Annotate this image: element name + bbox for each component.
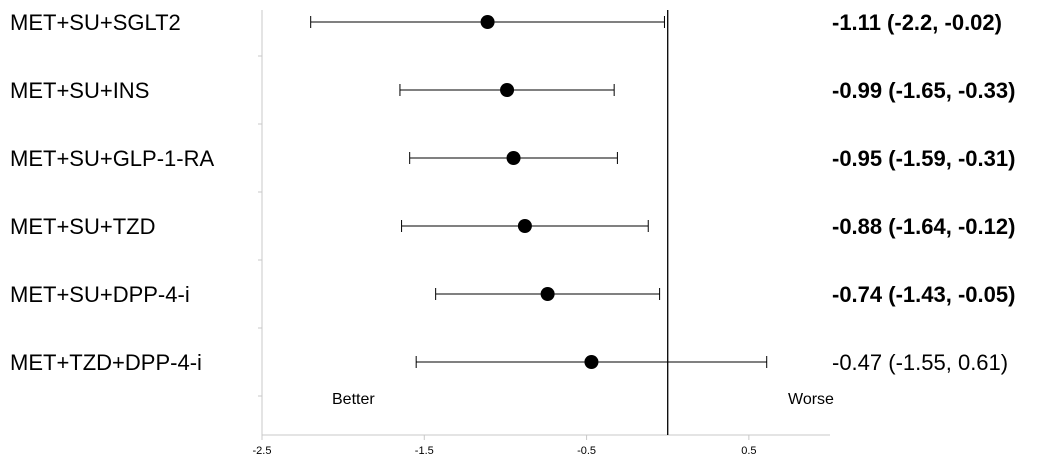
row-label: MET+SU+SGLT2	[10, 10, 181, 35]
estimate-ci-label: -0.74 (-1.43, -0.05)	[832, 282, 1015, 307]
x-tick-label: -0.5	[577, 445, 596, 457]
estimate-ci-label: -0.95 (-1.59, -0.31)	[832, 146, 1015, 171]
point-estimate	[517, 219, 532, 233]
forest-row: MET+SU+INS -0.99 (-1.65, -0.33)	[10, 78, 1015, 103]
point-estimate	[480, 15, 495, 29]
row-label: MET+SU+INS	[10, 78, 149, 103]
point-estimate	[500, 83, 515, 97]
estimate-ci-label: -0.99 (-1.65, -0.33)	[832, 78, 1015, 103]
x-tick-label: 0.5	[741, 445, 756, 457]
estimate-ci-label: -0.88 (-1.64, -0.12)	[832, 214, 1015, 239]
better-direction-label: Better	[332, 391, 375, 408]
estimate-ci-label: -1.11 (-2.2, -0.02)	[832, 10, 1002, 35]
point-estimate	[584, 355, 599, 369]
row-label: MET+SU+DPP-4-i	[10, 282, 190, 307]
forest-row: MET+SU+GLP-1-RA -0.95 (-1.59, -0.31)	[10, 146, 1015, 171]
estimate-ci-label: -0.47 (-1.55, 0.61)	[832, 350, 1008, 375]
worse-direction-label: Worse	[788, 391, 834, 408]
row-label: MET+SU+GLP-1-RA	[10, 146, 214, 171]
forest-row: MET+SU+DPP-4-i -0.74 (-1.43, -0.05)	[10, 282, 1015, 307]
plot-axes: -2.5 -1.5 -0.5 0.5	[253, 10, 830, 457]
plot-rows: MET+SU+SGLT2 -1.11 (-2.2, -0.02) MET+SU+IN…	[10, 10, 1015, 375]
x-tick-label: -1.5	[415, 445, 434, 457]
forest-row: MET+SU+TZD -0.88 (-1.64, -0.12)	[10, 214, 1015, 239]
point-estimate	[506, 151, 521, 165]
x-tick-label: -2.5	[253, 445, 272, 457]
row-label: MET+TZD+DPP-4-i	[10, 350, 202, 375]
forest-row: MET+SU+SGLT2 -1.11 (-2.2, -0.02)	[10, 10, 1002, 35]
point-estimate	[540, 287, 555, 301]
forest-row: MET+TZD+DPP-4-i -0.47 (-1.55, 0.61)	[10, 350, 1008, 375]
row-label: MET+SU+TZD	[10, 214, 155, 239]
